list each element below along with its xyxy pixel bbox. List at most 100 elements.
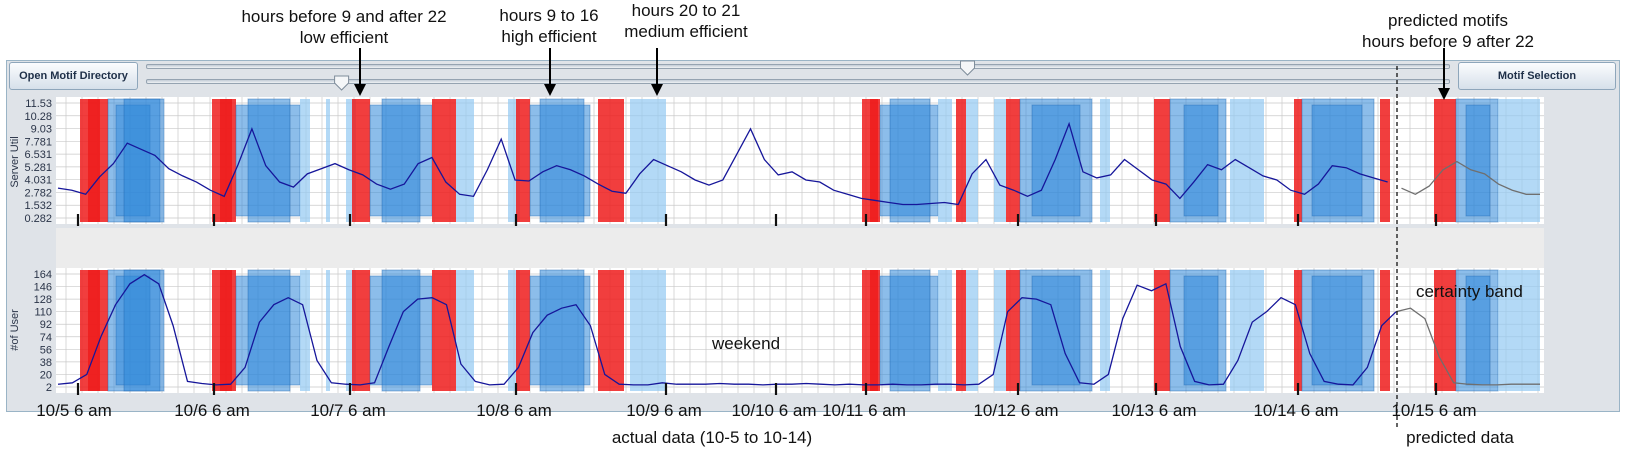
motif-band-medium[interactable] — [938, 99, 952, 222]
motif-band-high[interactable] — [889, 98, 931, 223]
motif-band-medium[interactable] — [346, 99, 356, 222]
motif-band-medium[interactable] — [1100, 270, 1110, 391]
motif-band-high[interactable] — [1465, 104, 1491, 217]
predicted-data-label: predicted data — [1406, 428, 1514, 447]
actual-series-line-1 — [57, 273, 1397, 386]
x-tick-labels: 10/5 6 am 10/6 6 am 10/7 6 am 10/8 6 am 10/9… — [36, 214, 1477, 420]
arrow-head — [651, 84, 663, 96]
y-tick-label: 92 — [40, 319, 52, 331]
annotation-predicted-motifs: predicted motifs hours before 9 after 22 — [1350, 10, 1546, 52]
annotation-low-efficient: hours before 9 and after 22 low efficien… — [232, 6, 456, 48]
annotation-medium-efficient: hours 20 to 21 medium efficient — [612, 0, 760, 42]
motif-selection-button[interactable]: Motif Selection — [1458, 62, 1616, 90]
range-slider-lower-track[interactable] — [146, 79, 1450, 84]
motif-band-low[interactable] — [432, 270, 456, 391]
arrow-head — [354, 84, 366, 96]
motif-band-low[interactable] — [1154, 99, 1170, 222]
motif-band-low[interactable] — [88, 270, 100, 391]
motif-band-medium[interactable] — [326, 99, 330, 222]
motif-band-low[interactable] — [598, 270, 624, 391]
actual-series-line-0 — [57, 121, 1388, 206]
motif-band-high[interactable] — [1183, 275, 1219, 386]
y-tick-label: 2 — [46, 382, 52, 394]
motif-band-high[interactable] — [123, 98, 161, 223]
motif-band-medium[interactable] — [346, 270, 356, 391]
motif-band-low[interactable] — [220, 270, 232, 391]
motif-band-medium[interactable] — [1230, 99, 1264, 222]
motif-band-low[interactable] — [956, 99, 966, 222]
y-tick-label: 11.53 — [25, 98, 52, 110]
motif-band-high[interactable] — [539, 269, 585, 392]
motif-band-medium[interactable] — [630, 99, 666, 222]
motif-band-low[interactable] — [516, 270, 530, 391]
slider-upper-thumb[interactable] — [960, 60, 976, 76]
motif-band-medium[interactable] — [1498, 99, 1540, 222]
motif-band-low[interactable] — [1294, 270, 1302, 391]
motif-band-low[interactable] — [1434, 270, 1456, 391]
x-tick-label: 10/13 6 am — [1111, 401, 1196, 420]
y-tick-label: 5.281 — [24, 162, 52, 174]
open-motif-directory-button[interactable]: Open Motif Directory — [9, 62, 138, 90]
motif-band-high[interactable] — [1465, 275, 1491, 386]
motif-band-medium[interactable] — [300, 270, 310, 391]
motif-band-high[interactable] — [247, 269, 291, 392]
motif-band-low[interactable] — [1006, 270, 1020, 391]
motif-band-low[interactable] — [1006, 99, 1020, 222]
motif-band-medium[interactable] — [300, 99, 310, 222]
y-tick-label: 20 — [40, 369, 52, 381]
annotation-high-line2: high efficient — [501, 27, 597, 46]
motif-band-medium[interactable] — [994, 99, 1006, 222]
user-count-axis-label: #of User — [9, 309, 21, 351]
motif-band-medium[interactable] — [456, 99, 474, 222]
motif-band-low[interactable] — [1380, 99, 1390, 222]
motif-band-low[interactable] — [956, 270, 966, 391]
motif-band-high[interactable] — [1183, 104, 1219, 217]
x-tick-label: 10/8 6 am — [476, 401, 552, 420]
motif-band-medium[interactable] — [1230, 270, 1264, 391]
x-tick-label: 10/12 6 am — [973, 401, 1058, 420]
motif-band-low[interactable] — [1380, 270, 1390, 391]
x-tick-label: 10/7 6 am — [310, 401, 386, 420]
motif-band-medium[interactable] — [966, 99, 978, 222]
motif-band-medium[interactable] — [994, 270, 1006, 391]
y-tick-labels: 11.5310.289.037.7816.5315.2814.0312.7821… — [24, 98, 52, 394]
motif-band-low[interactable] — [432, 99, 456, 222]
motif-band-high[interactable] — [123, 269, 161, 392]
motif-band-low[interactable] — [516, 99, 530, 222]
range-slider-upper-track[interactable] — [146, 64, 1450, 69]
motif-band-medium[interactable] — [326, 270, 330, 391]
motif-band-low[interactable] — [870, 270, 878, 391]
motif-band-medium[interactable] — [938, 270, 952, 391]
y-tick-label: 128 — [34, 294, 52, 306]
motif-band-low[interactable] — [870, 99, 878, 222]
motif-band-medium[interactable] — [1498, 270, 1540, 391]
motif-band-high[interactable] — [1311, 275, 1363, 386]
motif-band-high[interactable] — [539, 98, 585, 223]
slider-lower-thumb[interactable] — [334, 75, 350, 91]
y-tick-label: 1.532 — [24, 200, 52, 212]
motif-band-low[interactable] — [220, 99, 232, 222]
motif-band-low[interactable] — [1294, 99, 1302, 222]
motif-band-low[interactable] — [352, 99, 370, 222]
slider-thumbs[interactable] — [334, 60, 976, 91]
motif-band-high[interactable] — [247, 98, 291, 223]
motif-band-medium[interactable] — [456, 270, 474, 391]
motif-band-high[interactable] — [889, 269, 931, 392]
motif-band-low[interactable] — [1154, 270, 1170, 391]
y-tick-label: 6.531 — [24, 149, 52, 161]
motif-band-medium[interactable] — [1100, 99, 1110, 222]
y-tick-label: 7.781 — [24, 136, 52, 148]
motif-band-medium[interactable] — [630, 270, 666, 391]
motif-band-medium[interactable] — [966, 270, 978, 391]
motif-band-low[interactable] — [598, 99, 624, 222]
motif-band-high[interactable] — [1311, 104, 1363, 217]
motif-band-high[interactable] — [381, 98, 421, 223]
motif-band-low[interactable] — [1434, 99, 1456, 222]
x-tick-label: 10/15 6 am — [1391, 401, 1476, 420]
motif-band-low[interactable] — [352, 270, 370, 391]
predicted-series-line-1 — [1395, 307, 1540, 386]
motif-band-low[interactable] — [88, 99, 100, 222]
y-tick-label: 110 — [34, 307, 52, 319]
motif-band-high[interactable] — [1031, 104, 1081, 217]
motif-band-high[interactable] — [381, 269, 421, 392]
